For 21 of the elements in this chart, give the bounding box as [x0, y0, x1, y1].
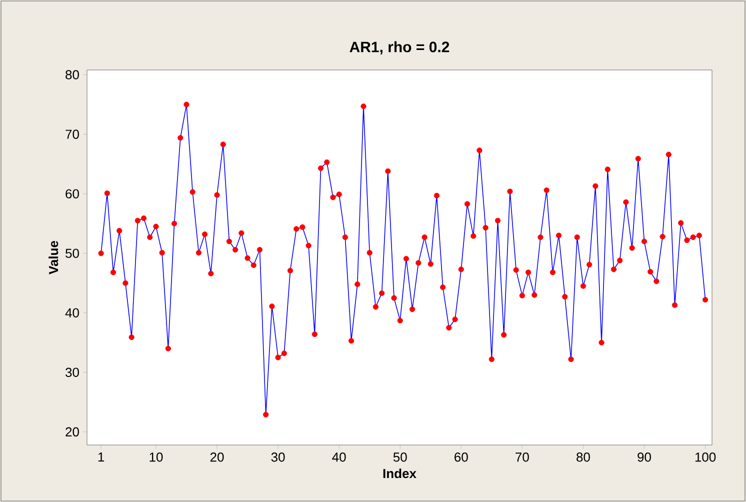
x-tick-label: 40 — [332, 452, 346, 462]
x-tick-label: 90 — [638, 452, 651, 462]
y-tick-label: 60 — [66, 189, 79, 198]
x-tick-label: 20 — [210, 452, 224, 462]
x-tick-label: 10 — [150, 452, 163, 462]
x-tick-label: 30 — [271, 452, 285, 462]
chart-title: AR1, rho = 0.2 — [350, 41, 450, 54]
x-tick-label: 60 — [454, 452, 468, 462]
y-tick-label: 40 — [65, 308, 79, 318]
y-axis-title: Value — [48, 240, 58, 274]
y-tick-label: 80 — [66, 70, 79, 80]
x-axis-title: Index — [383, 468, 416, 478]
x-tick-label: 70 — [516, 452, 529, 462]
y-tick-label: 30 — [66, 368, 79, 377]
y-tick-label: 70 — [66, 130, 79, 139]
y-tick-label: 20 — [66, 427, 79, 436]
y-tick-label: 50 — [66, 248, 79, 258]
x-tick-label: 80 — [576, 452, 590, 462]
x-tick-label: 50 — [393, 452, 407, 462]
x-tick-label: 100 — [695, 452, 716, 462]
x-tick-label: 1 — [98, 452, 104, 462]
